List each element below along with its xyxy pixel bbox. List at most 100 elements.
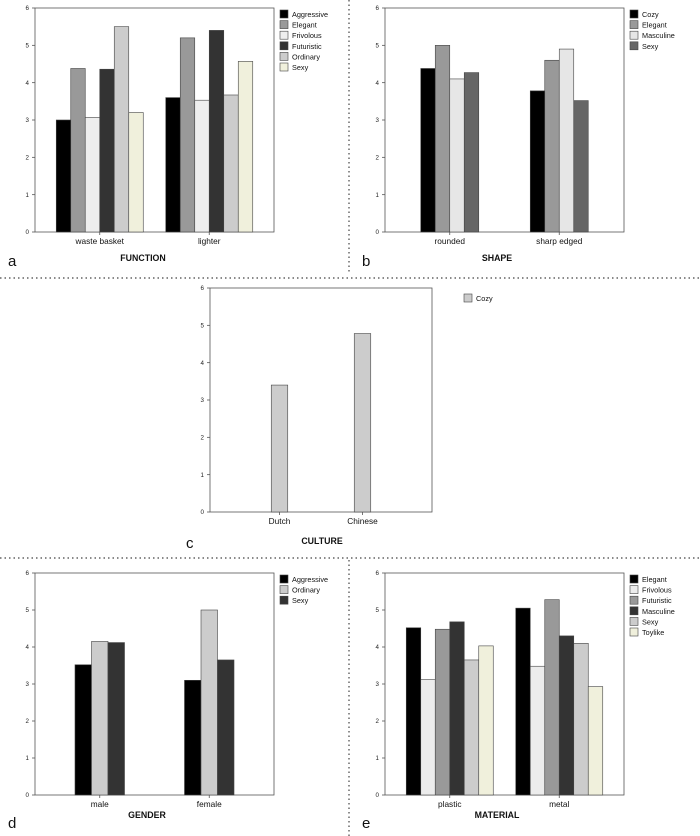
bar-toylike-metal [587, 686, 604, 796]
legend-label: Frivolous [642, 586, 672, 595]
legend-label: Sexy [642, 617, 659, 626]
bar-masculine-rounded [449, 78, 465, 233]
y-tick-label: 5 [376, 607, 380, 614]
panel-letter: b [362, 253, 370, 270]
bar-cozy-Dutch [270, 384, 289, 513]
plot-frame [34, 572, 275, 796]
legend-label: Sexy [292, 63, 309, 72]
bar-futuristic-plastic [434, 628, 451, 796]
y-tick-label: 4 [376, 644, 380, 651]
bar-masculine-metal [558, 635, 575, 796]
y-tick-label: 2 [376, 155, 380, 162]
legend-label: Masculine [642, 607, 675, 616]
x-axis-title: SHAPE [482, 253, 512, 263]
y-tick-label: 0 [376, 229, 380, 236]
y-tick-label: 5 [26, 607, 30, 614]
legend-swatch [279, 585, 289, 594]
legend-label: Masculine [642, 31, 675, 40]
y-tick-label: 6 [376, 570, 380, 577]
y-tick-label: 0 [201, 509, 205, 516]
x-tick-label: metal [549, 799, 569, 809]
y-tick-label: 4 [376, 80, 380, 87]
legend-label: Cozy [476, 294, 493, 303]
bar-sexy-sharp-edged [573, 100, 589, 233]
bar-futuristic-waste-basket [99, 68, 115, 233]
legend-swatch [629, 9, 639, 19]
legend-label: Elegant [642, 21, 667, 30]
legend-label: Futuristic [642, 596, 672, 605]
x-axis-title: MATERIAL [475, 810, 520, 820]
legend-swatch [279, 30, 289, 40]
chart-panel-e: 0 1 2 3 4 5 6 plastic metal Elegant FrivolousFutur… [362, 570, 675, 832]
x-axis-title: GENDER [128, 810, 166, 820]
legend-label: Aggressive [292, 10, 328, 19]
legend-swatch [629, 574, 639, 584]
x-tick-label: female [197, 799, 222, 809]
y-tick-label: 5 [201, 323, 205, 330]
bar-aggressive-lighter [165, 97, 181, 233]
bar-elegant-rounded [434, 45, 451, 233]
y-tick-label: 3 [376, 681, 380, 688]
chart-panel-b: 0 1 2 3 4 5 6 rounded sharp edged Cozy ElegantMasc… [362, 5, 675, 270]
y-tick-label: 0 [26, 229, 30, 236]
charts-layer: 0 1 2 3 4 5 6 waste basket lighter Aggressive Eleg… [8, 5, 675, 832]
bar-sexy-rounded [463, 72, 480, 233]
x-tick-label: sharp edged [536, 236, 583, 246]
y-tick-label: 3 [376, 117, 380, 124]
bar-aggressive-female [184, 679, 202, 796]
legend-swatch [279, 574, 289, 584]
bar-ordinary-female [200, 609, 218, 796]
legend-swatch [629, 595, 639, 605]
x-tick-label: plastic [438, 799, 462, 809]
y-tick-label: 2 [26, 155, 30, 162]
bar-frivolous-waste-basket [84, 117, 101, 233]
bar-aggressive-male [74, 664, 92, 796]
legend-swatch [279, 62, 289, 72]
x-tick-label: Chinese [347, 516, 378, 526]
legend-label: Frivolous [292, 31, 322, 40]
bar-elegant-sharp-edged [544, 59, 560, 233]
bar-frivolous-lighter [194, 99, 210, 233]
y-tick-label: 2 [201, 435, 205, 442]
x-tick-label: waste basket [75, 236, 125, 246]
bar-masculine-sharp-edged [558, 48, 575, 233]
legend-label: Sexy [642, 42, 659, 51]
panel-letter: c [186, 535, 194, 552]
x-axis-title: CULTURE [301, 536, 343, 546]
legend-label: Elegant [292, 21, 317, 30]
y-tick-label: 4 [201, 360, 205, 367]
panel-letter: d [8, 815, 16, 832]
legend-swatch [463, 293, 473, 303]
chart-panel-a: 0 1 2 3 4 5 6 waste basket lighter Aggressive Eleg… [8, 5, 328, 270]
chart-panel-c: 0 1 2 3 4 5 6 Dutch Chinese Cozy CULTURE c [186, 285, 493, 552]
legend-swatch [629, 606, 639, 616]
bar-elegant-lighter [179, 37, 196, 233]
legend-swatch [279, 52, 289, 61]
legend-label: Elegant [642, 575, 667, 584]
legend-swatch [629, 585, 639, 594]
x-axis-title: FUNCTION [120, 253, 165, 263]
bar-ordinary-male [91, 641, 109, 796]
legend-swatch [629, 617, 639, 626]
y-tick-label: 5 [376, 43, 380, 50]
legend-swatch [629, 20, 639, 29]
bar-sexy-female [217, 659, 235, 796]
y-tick-label: 6 [26, 5, 30, 12]
legend-label: Futuristic [292, 42, 322, 51]
bar-sexy-lighter [237, 61, 254, 233]
y-tick-label: 0 [376, 792, 380, 799]
legend-swatch [279, 9, 289, 19]
bar-futuristic-metal [544, 599, 560, 796]
bar-ordinary-waste-basket [113, 26, 130, 233]
x-tick-label: Dutch [269, 516, 291, 526]
bar-frivolous-metal [529, 665, 546, 796]
bar-elegant-waste-basket [70, 68, 86, 233]
legend-label: Toylike [642, 628, 664, 637]
y-tick-label: 2 [26, 718, 30, 725]
legend-label: Ordinary [292, 52, 320, 61]
y-tick-label: 1 [376, 192, 380, 199]
